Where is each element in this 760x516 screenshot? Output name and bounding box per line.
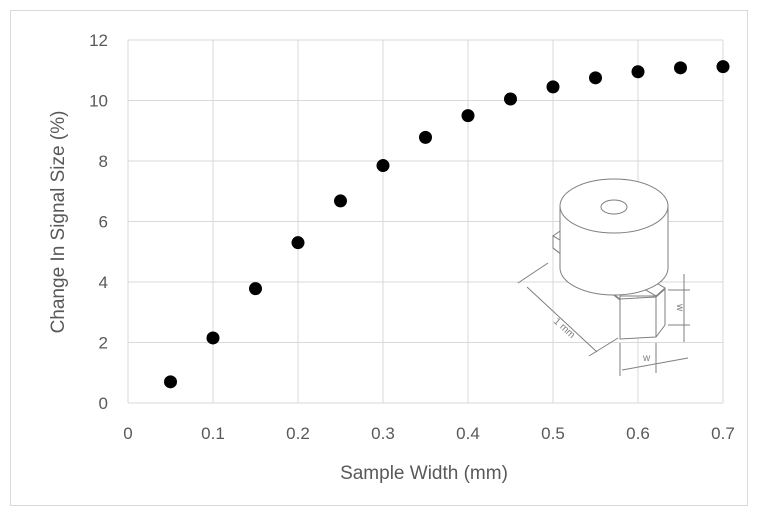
x-tick-label: 0.4 xyxy=(456,424,480,443)
y-tick-label: 2 xyxy=(99,334,108,353)
data-point xyxy=(504,92,517,105)
data-point xyxy=(547,80,560,93)
x-tick-label: 0.2 xyxy=(286,424,310,443)
data-point xyxy=(334,194,347,207)
data-point xyxy=(717,60,730,73)
inset-label-length: 1 mm xyxy=(551,316,577,341)
data-point xyxy=(249,282,262,295)
data-point xyxy=(377,159,390,172)
cylinder-hole xyxy=(601,200,627,214)
x-tick-label: 0.1 xyxy=(201,424,225,443)
data-point xyxy=(419,131,432,144)
x-tick-label: 0.5 xyxy=(541,424,565,443)
inset-label-width-bottom: w xyxy=(642,353,651,364)
x-tick-label: 0.7 xyxy=(711,424,735,443)
data-point xyxy=(632,65,645,78)
data-point xyxy=(164,375,177,388)
y-tick-label: 4 xyxy=(99,273,108,292)
sample-geometry-inset: 1 mm w w xyxy=(518,179,690,376)
inset-label-width-side: w xyxy=(674,303,685,312)
x-tick-label: 0.6 xyxy=(626,424,650,443)
y-tick-label: 6 xyxy=(99,213,108,232)
y-axis-label: Change In Signal Size (%) xyxy=(48,111,69,334)
data-point xyxy=(589,71,602,84)
data-point xyxy=(292,236,305,249)
data-point xyxy=(674,61,687,74)
data-point xyxy=(207,331,220,344)
data-point xyxy=(462,109,475,122)
x-tick-label: 0.3 xyxy=(371,424,395,443)
x-axis-label: Sample Width (mm) xyxy=(340,463,508,484)
y-tick-label: 10 xyxy=(89,92,108,111)
y-tick-label: 8 xyxy=(99,152,108,171)
y-tick-label: 0 xyxy=(99,394,108,413)
x-tick-label: 0 xyxy=(123,424,132,443)
y-tick-label: 12 xyxy=(89,31,108,50)
